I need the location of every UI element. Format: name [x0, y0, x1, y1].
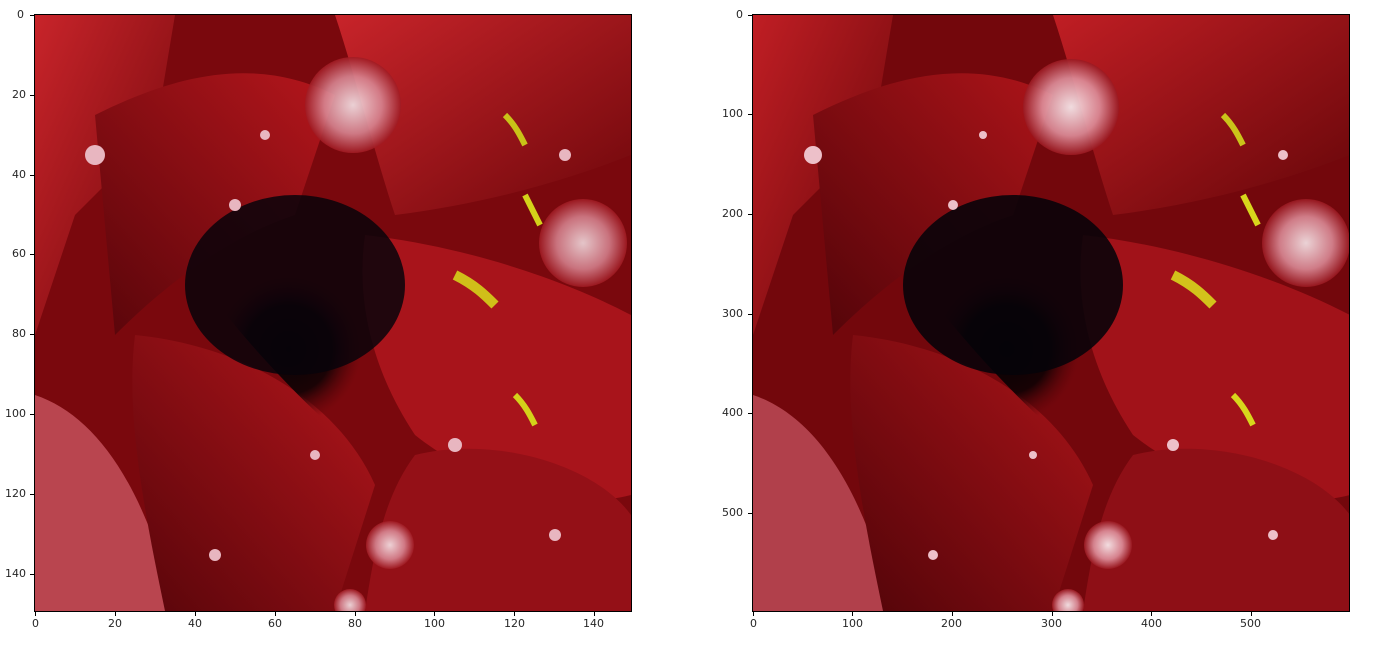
x-tick-mark: [1151, 612, 1152, 616]
x-tick-mark: [195, 612, 196, 616]
y-tick-label: 0: [17, 8, 24, 21]
left-image-panel: 0 20 40 60 80 100 120 140 0 20 40 60 80 …: [0, 0, 688, 647]
y-tick-label: 20: [12, 88, 26, 101]
x-tick-label: 300: [1041, 617, 1062, 630]
x-tick-mark: [275, 612, 276, 616]
x-tick-label: 100: [842, 617, 863, 630]
x-tick-mark: [1251, 612, 1252, 616]
y-tick-label: 300: [722, 307, 743, 320]
y-tick-label: 100: [722, 107, 743, 120]
y-tick-mark: [30, 254, 34, 255]
x-tick-label: 120: [504, 617, 525, 630]
y-tick-label: 80: [12, 327, 26, 340]
y-tick-label: 40: [12, 168, 26, 181]
x-tick-mark: [852, 612, 853, 616]
y-tick-mark: [30, 175, 34, 176]
x-tick-label: 20: [108, 617, 122, 630]
rose-image-high-res: [753, 15, 1349, 611]
x-tick-label: 200: [941, 617, 962, 630]
x-tick-mark: [514, 612, 515, 616]
y-tick-label: 500: [722, 506, 743, 519]
x-tick-label: 500: [1240, 617, 1261, 630]
y-tick-label: 200: [722, 207, 743, 220]
rose-image-low-res: [35, 15, 631, 611]
y-tick-mark: [748, 114, 752, 115]
x-tick-label: 400: [1141, 617, 1162, 630]
y-tick-label: 140: [5, 567, 26, 580]
y-tick-mark: [30, 494, 34, 495]
y-tick-label: 400: [722, 406, 743, 419]
y-tick-mark: [748, 214, 752, 215]
y-tick-mark: [748, 15, 752, 16]
y-tick-mark: [30, 95, 34, 96]
x-tick-label: 0: [750, 617, 757, 630]
y-tick-mark: [30, 414, 34, 415]
y-tick-mark: [30, 574, 34, 575]
y-tick-label: 120: [5, 487, 26, 500]
y-tick-mark: [748, 413, 752, 414]
x-tick-mark: [434, 612, 435, 616]
y-tick-mark: [748, 314, 752, 315]
y-tick-label: 0: [736, 8, 743, 21]
x-tick-label: 100: [424, 617, 445, 630]
y-tick-mark: [748, 513, 752, 514]
y-tick-label: 100: [5, 407, 26, 420]
x-tick-mark: [594, 612, 595, 616]
x-tick-label: 80: [348, 617, 362, 630]
x-tick-mark: [115, 612, 116, 616]
y-tick-mark: [30, 334, 34, 335]
x-tick-label: 40: [188, 617, 202, 630]
y-tick-mark: [30, 15, 34, 16]
x-tick-mark: [35, 612, 36, 616]
x-tick-mark: [1052, 612, 1053, 616]
x-tick-mark: [355, 612, 356, 616]
y-tick-label: 60: [12, 247, 26, 260]
x-tick-label: 0: [32, 617, 39, 630]
right-image-panel: 0 100 200 300 400 500 0 100 200 300 400 …: [688, 0, 1377, 647]
high-resolution-image: [752, 14, 1350, 612]
x-tick-mark: [753, 612, 754, 616]
x-tick-mark: [952, 612, 953, 616]
x-tick-label: 140: [583, 617, 604, 630]
low-resolution-image: [34, 14, 632, 612]
x-tick-label: 60: [268, 617, 282, 630]
